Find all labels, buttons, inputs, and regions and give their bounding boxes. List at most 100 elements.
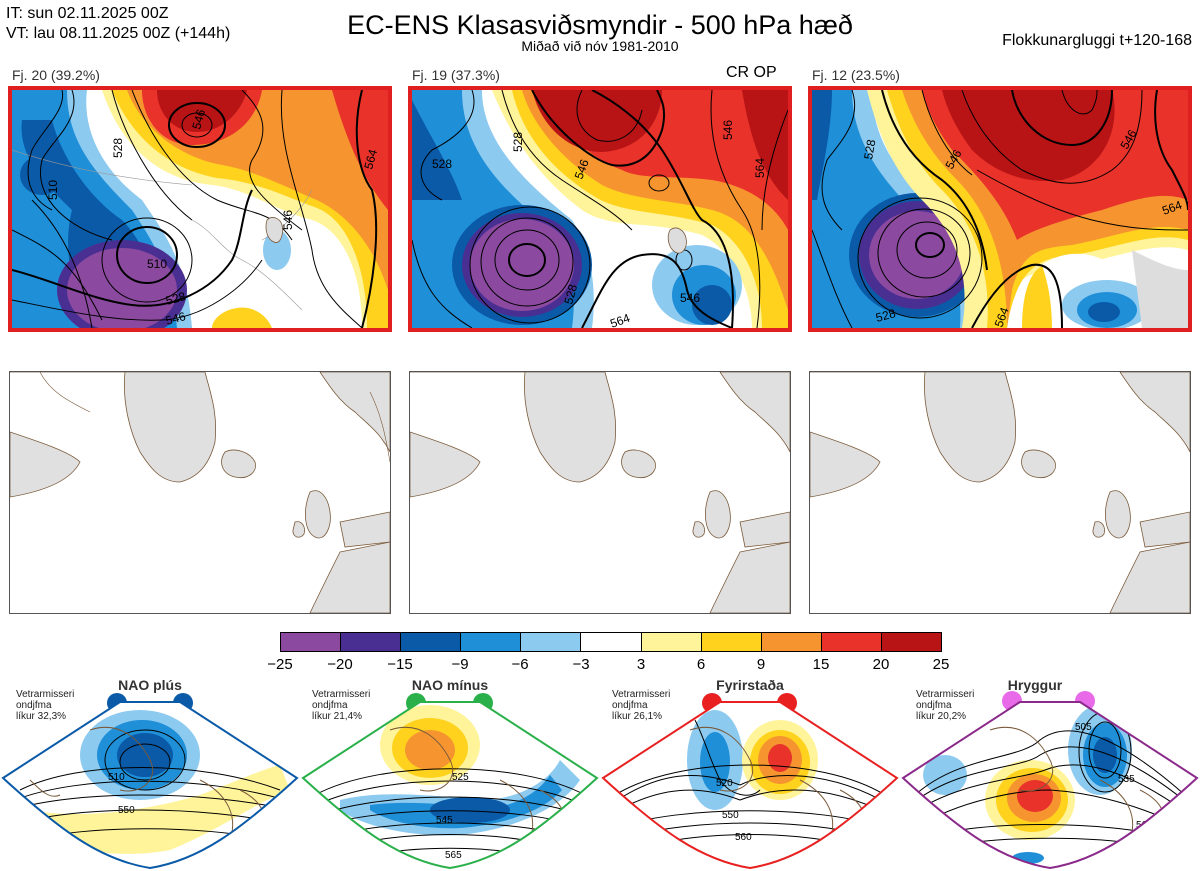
regime-note-line: líkur 21,4% [312,711,363,722]
cluster-map-2-graphic: 528 528 546 546 528 564 546 564 [412,90,788,328]
regime-2-map: 525 545 565 [301,701,599,870]
regime-note-line: ondjfma [612,700,648,711]
svg-text:525: 525 [452,772,469,783]
colorbar-tick: −20 [327,656,353,673]
colorbar-swatch-2 [341,633,402,651]
svg-text:546: 546 [572,157,592,181]
colorbar-swatch-7 [641,633,702,651]
svg-text:510: 510 [46,180,60,200]
regime-note-line: líkur 26,1% [612,711,663,722]
regime-note-line: Vetrarmisseri [312,689,371,700]
svg-text:528: 528 [164,289,187,308]
svg-text:510: 510 [108,772,125,783]
regime-note-line: Vetrarmisseri [612,689,671,700]
cluster-map-3: 528 546 546 528 564 564 [808,86,1192,332]
svg-text:564: 564 [753,158,767,178]
colorbar-tick: 6 [696,656,706,673]
regime-1-map: 510 550 [1,701,299,870]
svg-text:528: 528 [511,132,525,152]
colorbar-tick: 20 [872,656,890,673]
regime-3-title: Fyrirstaða [716,677,784,693]
classification-window: Flokkunargluggi t+120-168 [1002,32,1192,49]
cluster-map-1-graphic: 546 528 510 510 528 546 564 546 [12,90,388,328]
regime-note-line: ondjfma [916,700,952,711]
colorbar-swatch-1 [281,633,342,651]
valid-time: VT: lau 08.11.2025 00Z (+144h) [6,25,231,42]
svg-text:528: 528 [874,306,897,325]
regime-note-line: líkur 20,2% [916,711,967,722]
regime-4-map: 505 535 560 [901,701,1199,870]
anomaly-map-2-graphic [410,372,790,613]
svg-text:564: 564 [361,147,380,170]
svg-text:546: 546 [680,291,700,305]
regime-note-line: Vetrarmisseri [16,689,75,700]
colorbar-swatch-5 [521,633,582,651]
colorbar-tick: −9 [451,656,469,673]
anomaly-map-1 [9,371,391,614]
svg-text:510: 510 [147,257,167,271]
svg-text:528: 528 [432,157,452,171]
anomaly-map-3 [809,371,1191,614]
cluster-map-2: 528 528 546 546 528 564 546 564 [408,86,792,332]
colorbar-tick: 15 [812,656,830,673]
colorbar [280,632,942,652]
colorbar-tick: −6 [511,656,529,673]
svg-text:565: 565 [445,850,462,861]
regime-3-map: 520 550 560 [601,701,899,870]
anomaly-map-1-graphic [10,372,390,613]
cluster-map-1: 546 528 510 510 528 546 564 546 [8,86,392,332]
run-info: IT: sun 02.11.2025 00Z VT: lau 08.11.202… [6,4,230,44]
colorbar-tick: −25 [267,656,293,673]
colorbar-tick: 9 [756,656,766,673]
colorbar-swatch-11 [881,633,942,651]
svg-text:546: 546 [281,210,295,230]
anomaly-map-3-graphic [810,372,1190,613]
colorbar-tick: −15 [387,656,413,673]
cluster-map-3-graphic: 528 546 546 528 564 564 [812,90,1188,328]
anomaly-map-2 [409,371,791,614]
page-subtitle: Miðað við nóv 1981-2010 [521,38,679,54]
regime-2-note: Vetrarmisseri ondjfma líkur 21,4% [312,689,370,722]
colorbar-tick: −3 [572,656,590,673]
regime-note-line: líkur 32,3% [16,711,67,722]
svg-text:550: 550 [118,805,135,816]
svg-text:560: 560 [735,832,752,843]
svg-text:550: 550 [722,810,739,821]
colorbar-swatch-4 [461,633,522,651]
colorbar-swatch-9 [761,633,822,651]
page-title: EC-ENS Klasasviðsmyndir - 500 hPa hæð [347,10,853,40]
svg-text:505: 505 [1075,722,1092,733]
colorbar-swatch-10 [821,633,882,651]
svg-text:564: 564 [608,311,632,328]
regime-4-note: Vetrarmisseri ondjfma líkur 20,2% [916,689,974,722]
regime-note-line: ondjfma [16,700,52,711]
cluster-3-label: Fj. 12 (23.5%) [812,67,900,83]
colorbar-swatch-3 [401,633,462,651]
colorbar-tick: 25 [932,656,950,673]
svg-text:546: 546 [721,120,735,140]
svg-text:520: 520 [716,778,733,789]
svg-text:528: 528 [111,138,125,158]
regime-1-note: Vetrarmisseri ondjfma líkur 32,3% [16,689,74,722]
regime-note-line: ondjfma [312,700,348,711]
cluster-2-tag: CR OP [726,64,777,81]
svg-text:528: 528 [561,282,580,305]
svg-text:535: 535 [1118,774,1135,785]
svg-text:545: 545 [436,815,453,826]
regime-1-title: NAO plús [118,677,182,693]
colorbar-swatch-8 [701,633,762,651]
initial-time: IT: sun 02.11.2025 00Z [6,5,169,22]
svg-text:564: 564 [992,305,1012,328]
cluster-2-label: Fj. 19 (37.3%) [412,67,500,83]
svg-text:564: 564 [1160,198,1184,218]
regime-4-title: Hryggur [1007,677,1063,693]
colorbar-tick: 3 [636,656,646,673]
svg-text:546: 546 [189,107,208,130]
regime-2-title: NAO mínus [411,677,489,693]
regime-3-note: Vetrarmisseri ondjfma líkur 26,1% [612,689,670,722]
regime-note-line: Vetrarmisseri [916,689,975,700]
svg-text:546: 546 [164,309,187,328]
svg-text:528: 528 [861,138,878,160]
colorbar-swatch-6 [581,633,642,651]
cluster-1-label: Fj. 20 (39.2%) [12,67,100,83]
